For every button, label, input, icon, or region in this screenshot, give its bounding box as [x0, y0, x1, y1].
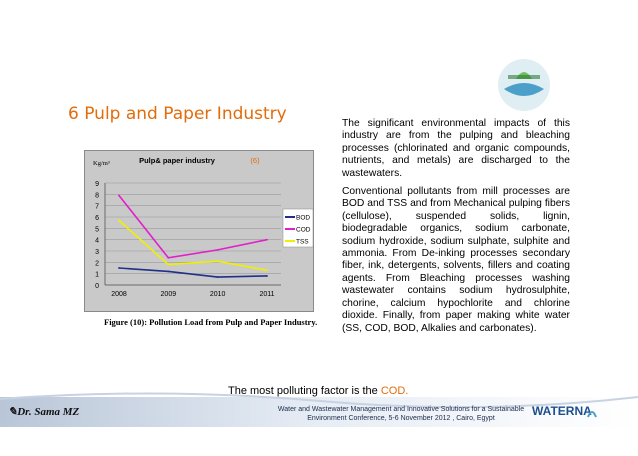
paragraph: The significant environmental impacts of…: [342, 118, 570, 179]
y-tick-label: 9: [95, 181, 99, 188]
body-text: The significant environmental impacts of…: [342, 118, 570, 341]
chart-title: Pulp& paper industry: [139, 156, 216, 165]
y-tick-label: 4: [95, 238, 99, 245]
data-point-cod: [216, 248, 219, 251]
y-axis-label: Kg/m³: [93, 160, 110, 167]
x-tick-label: 2010: [210, 291, 226, 298]
data-point-tss: [266, 269, 268, 272]
x-tick-label: 2008: [111, 291, 127, 298]
data-point-tss: [118, 219, 120, 222]
data-point-tss: [167, 263, 170, 266]
y-tick-label: 0: [95, 283, 99, 290]
author-name: Dr. Sama MZ: [17, 406, 80, 418]
conference-info: Water and Wastewater Management and Inno…: [277, 406, 525, 422]
conference-logo: [494, 55, 554, 113]
pen-icon: ✎: [8, 406, 18, 418]
y-tick-label: 1: [95, 272, 99, 279]
x-tick-label: 2009: [161, 291, 177, 298]
y-tick-label: 7: [95, 204, 99, 211]
data-point-cod: [118, 194, 120, 197]
y-tick-label: 3: [95, 249, 99, 256]
figure-caption: Figure (10): Pollution Load from Pulp an…: [104, 317, 318, 327]
y-tick-label: 8: [95, 192, 99, 199]
data-point-bod: [216, 276, 219, 278]
data-point-cod: [266, 238, 268, 241]
data-point-tss: [216, 260, 219, 263]
y-tick-label: 2: [95, 260, 99, 267]
y-tick-label: 6: [95, 215, 99, 222]
chart-svg: 0 1 2 3 4 5 6 7 8 9 2008 2009 2010 2011 Pulp& paper in…: [93, 156, 314, 298]
legend-label: BOD: [296, 215, 310, 222]
footnote-highlight: COD.: [380, 385, 409, 397]
data-point-bod: [266, 275, 268, 277]
series-line-tss: [118, 219, 268, 272]
footer-band: [0, 377, 638, 451]
x-tick-label: 2011: [259, 291, 274, 298]
legend-label: COD: [296, 227, 311, 234]
data-point-bod: [118, 267, 120, 269]
svg-text:WATERNA: WATERNA: [532, 404, 592, 418]
series-line-bod: [118, 267, 268, 278]
waterna-logo: WATERNA: [532, 401, 612, 421]
series-line-cod: [118, 194, 268, 259]
y-tick-label: 5: [95, 226, 99, 233]
pollution-chart: 0 1 2 3 4 5 6 7 8 9 2008 2009 2010 2011 Pulp& paper in…: [84, 150, 314, 312]
data-point-cod: [167, 256, 170, 259]
chart-title-ref: (6): [250, 156, 260, 165]
footnote: The most polluting factor is the COD.: [228, 385, 408, 397]
paragraph: Conventional pollutants from mill proces…: [342, 186, 570, 334]
legend-label: TSS: [296, 239, 309, 246]
plot-area: [105, 183, 281, 285]
page-title: 6 Pulp and Paper Industry: [68, 104, 287, 124]
footnote-text: The most polluting factor is the: [228, 385, 381, 397]
data-point-bod: [167, 270, 170, 273]
author: ✎Dr. Sama MZ: [8, 405, 79, 418]
